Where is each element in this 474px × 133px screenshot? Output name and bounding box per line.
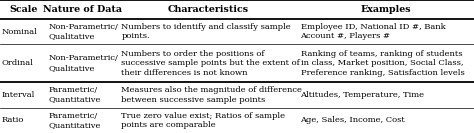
Text: Nature of Data: Nature of Data	[43, 5, 122, 14]
Text: Non-Parametric/
Qualitative: Non-Parametric/ Qualitative	[48, 23, 118, 40]
Text: Ordinal: Ordinal	[2, 59, 34, 67]
Text: Altitudes, Temperature, Time: Altitudes, Temperature, Time	[301, 91, 425, 99]
Text: Characteristics: Characteristics	[167, 5, 249, 14]
Text: Parametric/
Quantitative: Parametric/ Quantitative	[48, 112, 100, 129]
Text: Numbers to order the positions of
successive sample points but the extent of
the: Numbers to order the positions of succes…	[121, 50, 300, 77]
Text: Ratio: Ratio	[2, 116, 24, 124]
Text: Scale: Scale	[9, 5, 37, 14]
Text: Parametric/
Quantitative: Parametric/ Quantitative	[48, 86, 100, 104]
Text: Nominal: Nominal	[2, 28, 38, 36]
Text: Measures also the magnitude of difference
between successive sample points: Measures also the magnitude of differenc…	[121, 86, 302, 104]
Text: Age, Sales, Income, Cost: Age, Sales, Income, Cost	[301, 116, 405, 124]
Text: Employee ID, National ID #, Bank
Account #, Players #: Employee ID, National ID #, Bank Account…	[301, 23, 445, 40]
Text: True zero value exist; Ratios of sample
points are comparable: True zero value exist; Ratios of sample …	[121, 112, 285, 129]
Text: Ranking of teams, ranking of students
in class, Market position, Social Class,
P: Ranking of teams, ranking of students in…	[301, 50, 464, 77]
Text: Interval: Interval	[2, 91, 35, 99]
Text: Numbers to identify and classify sample
points.: Numbers to identify and classify sample …	[121, 23, 291, 40]
Text: Examples: Examples	[361, 5, 411, 14]
Text: Non-Parametric/
Qualitative: Non-Parametric/ Qualitative	[48, 55, 118, 72]
